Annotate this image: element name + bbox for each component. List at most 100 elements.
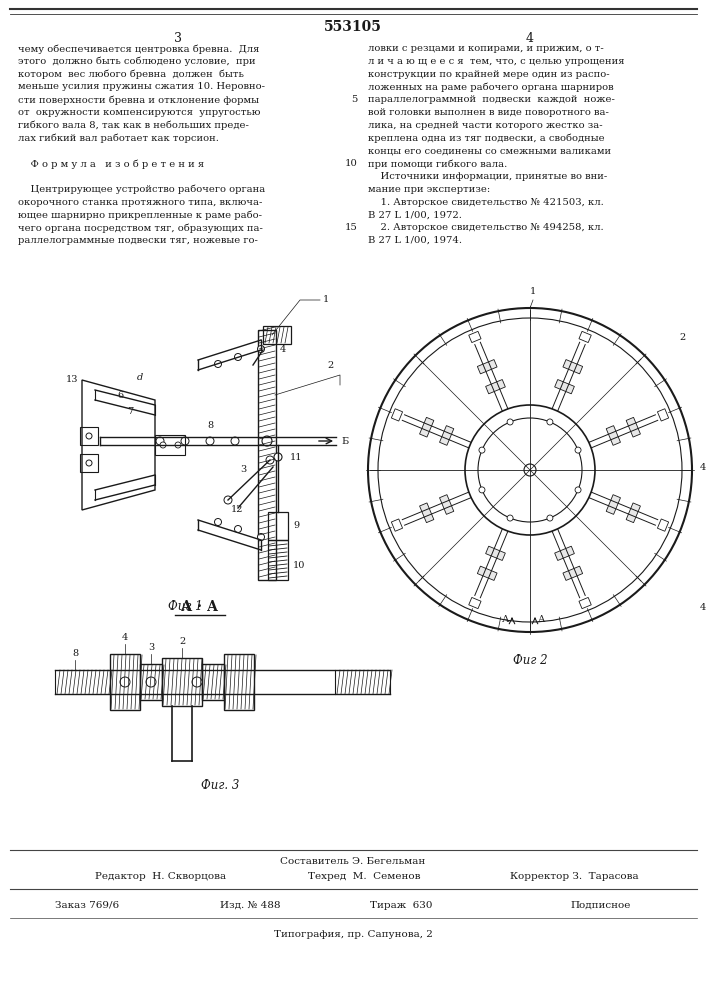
Bar [80, 454, 98, 472]
Polygon shape [606, 426, 621, 445]
Text: котором  вес любого бревна  должен  быть: котором вес любого бревна должен быть [18, 70, 244, 79]
Polygon shape [486, 546, 506, 560]
Text: конструкции по крайней мере один из распо-: конструкции по крайней мере один из расп… [368, 70, 609, 79]
Text: Типография, пр. Сапунова, 2: Типография, пр. Сапунова, 2 [274, 930, 433, 939]
Text: параллелограммной  подвески  каждой  ноже-: параллелограммной подвески каждой ноже- [368, 95, 615, 104]
Circle shape [146, 677, 156, 687]
Text: Корректор З.  Тарасова: Корректор З. Тарасова [510, 872, 638, 881]
Text: 2. Авторское свидетельство № 494258, кл.: 2. Авторское свидетельство № 494258, кл. [368, 223, 604, 232]
Polygon shape [563, 566, 583, 580]
Text: 553105: 553105 [324, 20, 382, 34]
Text: раллелограммные подвески тяг, ножевые го-: раллелограммные подвески тяг, ножевые го… [18, 236, 258, 245]
Text: ющее шарнирно прикрепленные к раме рабо-: ющее шарнирно прикрепленные к раме рабо- [18, 210, 262, 220]
Text: этого  должно быть соблюдено условие,  при: этого должно быть соблюдено условие, при [18, 57, 256, 66]
Polygon shape [626, 503, 641, 523]
Text: гибкого вала 8, так как в небольших преде-: гибкого вала 8, так как в небольших пред… [18, 121, 249, 130]
Bar [258, 330, 276, 580]
Circle shape [507, 419, 513, 425]
Circle shape [86, 460, 92, 466]
Text: d: d [137, 372, 143, 381]
Text: 8: 8 [207, 420, 213, 430]
Text: Техред  М.  Семенов: Техред М. Семенов [308, 872, 421, 881]
Circle shape [266, 456, 274, 464]
Bar [263, 326, 291, 344]
Text: А: А [502, 614, 509, 624]
Text: А: А [538, 614, 545, 624]
Text: 12: 12 [230, 506, 243, 514]
Bar [80, 427, 98, 445]
Text: Ф о р м у л а   и з о б р е т е н и я: Ф о р м у л а и з о б р е т е н и я [18, 159, 204, 169]
Circle shape [86, 433, 92, 439]
Polygon shape [606, 495, 621, 514]
Text: 4: 4 [700, 602, 706, 611]
Text: Фиг 2: Фиг 2 [513, 654, 547, 667]
Text: 1: 1 [530, 287, 536, 296]
Text: чему обеспечивается центровка бревна.  Для: чему обеспечивается центровка бревна. Дл… [18, 44, 259, 53]
Text: Составитель Э. Бегельман: Составитель Э. Бегельман [281, 857, 426, 866]
Circle shape [274, 453, 282, 461]
Text: 5: 5 [351, 95, 358, 104]
Text: B 27 L 1/00, 1974.: B 27 L 1/00, 1974. [368, 236, 462, 245]
Bar [224, 654, 254, 710]
Circle shape [507, 515, 513, 521]
Text: Редактор  Н. Скворцова: Редактор Н. Скворцова [95, 872, 226, 881]
Polygon shape [626, 417, 641, 437]
Text: креплена одна из тяг подвески, а свободные: креплена одна из тяг подвески, а свободн… [368, 134, 604, 143]
Text: окорочного станка протяжного типа, включа-: окорочного станка протяжного типа, включ… [18, 198, 262, 207]
Text: 4: 4 [122, 633, 128, 642]
Text: 13: 13 [66, 375, 78, 384]
Text: лика, на средней части которого жестко за-: лика, на средней части которого жестко з… [368, 121, 602, 130]
Polygon shape [440, 426, 454, 445]
Text: 1. Авторское свидетельство № 421503, кл.: 1. Авторское свидетельство № 421503, кл. [368, 198, 604, 207]
Text: Заказ 769/6: Заказ 769/6 [55, 901, 119, 910]
Bar [140, 664, 162, 700]
Text: А · А: А · А [182, 600, 218, 614]
Polygon shape [486, 380, 506, 394]
Circle shape [120, 677, 130, 687]
Text: 4: 4 [526, 32, 534, 45]
Text: 9: 9 [293, 522, 299, 530]
Circle shape [214, 360, 221, 367]
Circle shape [181, 437, 189, 445]
Text: 11: 11 [290, 452, 303, 462]
Text: при помощи гибкого вала.: при помощи гибкого вала. [368, 159, 507, 169]
Circle shape [156, 437, 164, 445]
Circle shape [192, 677, 202, 687]
Circle shape [160, 442, 166, 448]
Circle shape [262, 436, 272, 446]
Text: меньше усилия пружины сжатия 10. Неровно-: меньше усилия пружины сжатия 10. Неровно… [18, 82, 265, 91]
Polygon shape [477, 360, 497, 374]
Polygon shape [477, 566, 497, 580]
Text: 3: 3 [240, 466, 246, 475]
Text: чего органа посредством тяг, образующих па-: чего органа посредством тяг, образующих … [18, 223, 263, 233]
Text: концы его соединены со смежными валиками: концы его соединены со смежными валиками [368, 146, 611, 155]
Polygon shape [555, 546, 574, 560]
Text: 2: 2 [179, 637, 185, 646]
Polygon shape [563, 360, 583, 374]
Text: Тираж  630: Тираж 630 [370, 901, 433, 910]
Text: 8: 8 [72, 649, 78, 658]
Text: 1: 1 [323, 296, 329, 304]
Text: от  окружности компенсируются  упругостью: от окружности компенсируются упругостью [18, 108, 260, 117]
Bar [162, 658, 202, 706]
Text: Подписное: Подписное [570, 901, 631, 910]
Text: 15: 15 [345, 223, 358, 232]
Text: сти поверхности бревна и отклонение формы: сти поверхности бревна и отклонение форм… [18, 95, 259, 105]
Text: мание при экспертизе:: мание при экспертизе: [368, 185, 490, 194]
Text: Фиг. 3: Фиг. 3 [201, 779, 239, 792]
Text: 3: 3 [148, 643, 154, 652]
Polygon shape [419, 503, 434, 523]
Circle shape [235, 526, 242, 532]
Circle shape [575, 447, 581, 453]
Circle shape [547, 419, 553, 425]
Text: Изд. № 488: Изд. № 488 [220, 901, 281, 910]
Text: 7: 7 [127, 408, 133, 416]
Text: 2: 2 [327, 360, 333, 369]
Circle shape [214, 518, 221, 526]
Text: Фиг 1: Фиг 1 [168, 600, 202, 613]
Text: Центрирующее устройство рабочего органа: Центрирующее устройство рабочего органа [18, 185, 265, 194]
Bar [110, 654, 140, 710]
Circle shape [175, 442, 181, 448]
Text: 6: 6 [117, 390, 123, 399]
Text: Б: Б [341, 436, 349, 446]
